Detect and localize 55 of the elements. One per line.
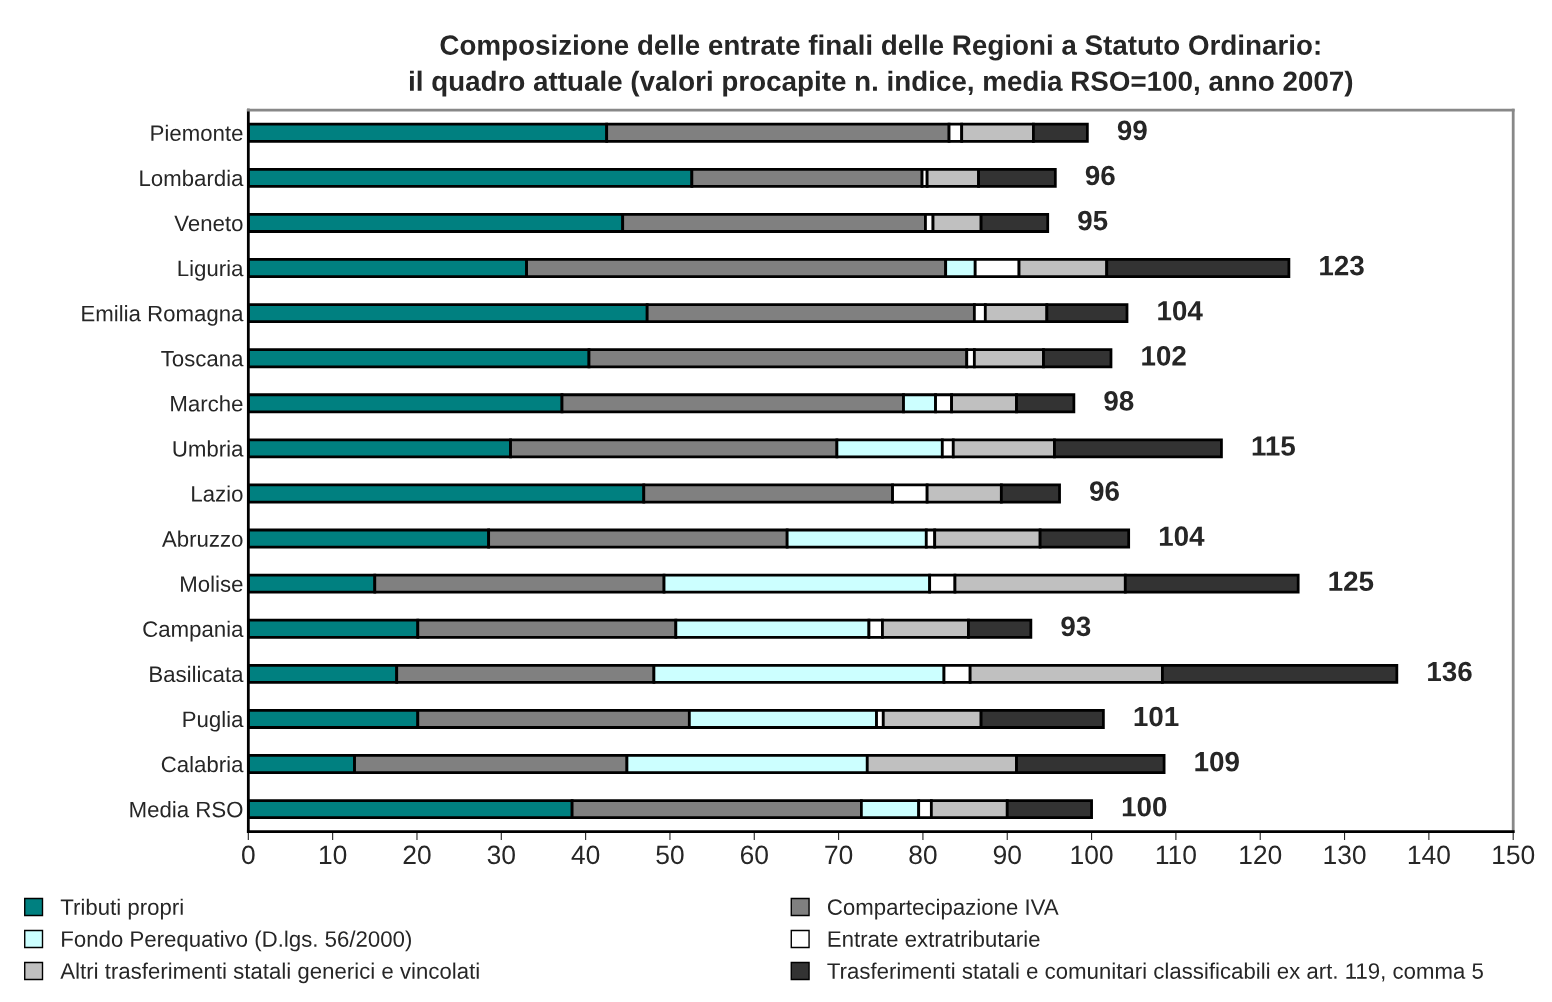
x-tick-label: 60 (740, 845, 768, 865)
legend-label: Fondo Perequativo (D.lgs. 56/2000) (62, 930, 411, 952)
y-tick-label: Campania (143, 620, 244, 642)
y-tick-label: Molise (181, 575, 243, 592)
y-tick-label: Media RSO (130, 801, 243, 818)
x-tick-label: 120 (1240, 845, 1282, 865)
x-tick-label: 140 (1408, 845, 1450, 865)
y-tick-label: Lazio (192, 485, 243, 502)
x-tick-label: 100 (1071, 845, 1113, 865)
legend-label: Trasferimenti statali e comunitari classificabili ex art. 119, comma 5 (827, 962, 1483, 982)
legend-label: Compartecipazione IVA (827, 898, 1059, 920)
total-label: 101 (1134, 706, 1179, 727)
total-label: 96 (1090, 481, 1119, 501)
x-tick-label: 110 (1156, 845, 1196, 865)
total-label: 125 (1329, 571, 1374, 592)
x-tick-label: 50 (656, 845, 684, 865)
total-label: 123 (1320, 255, 1364, 276)
x-tick-label: 20 (403, 845, 431, 865)
y-tick-label: Marche (171, 395, 243, 412)
total-label: 96 (1085, 165, 1115, 186)
y-tick-label: Piemonte (151, 124, 243, 142)
x-tick-label: 70 (825, 845, 853, 865)
y-tick-label: Toscana (161, 350, 244, 367)
x-tick-label: 90 (993, 845, 1021, 865)
x-tick-label: 30 (487, 845, 515, 865)
x-tick-label: 0 (242, 845, 255, 865)
y-tick-label: Basilicata (150, 665, 244, 683)
x-tick-label: 40 (571, 845, 600, 865)
total-label: 95 (1078, 210, 1108, 231)
total-label: 99 (1117, 120, 1147, 141)
y-tick-label: Umbria (173, 440, 244, 457)
total-label: 109 (1195, 751, 1239, 772)
legend-label: Altri trasferimenti statali generici e vincolati (60, 962, 479, 984)
chart-title: Composizione delle entrate finali delle Regioni a Statuto Ordinario: il quadro attuale (valori procapite n. indice, media RSO=100, anno 2007) (409, 34, 1353, 97)
x-tick-label: 10 (319, 845, 347, 865)
total-label: 136 (1428, 661, 1472, 682)
y-tick-label: Puglia (183, 710, 244, 732)
legend-label: Entrate extratributarie (828, 930, 1040, 947)
y-tick-label: Veneto (174, 215, 243, 232)
y-tick-label: Lombardia (140, 169, 244, 187)
y-tick-label: Abruzzo (161, 530, 243, 547)
total-label: 100 (1122, 796, 1167, 817)
total-label: 93 (1061, 616, 1091, 637)
y-tick-label: Liguria (178, 259, 244, 281)
total-label: 102 (1142, 346, 1186, 366)
total-label: 104 (1158, 300, 1203, 321)
legend-label: Tributi propri (60, 898, 183, 920)
total-label: 104 (1159, 526, 1205, 547)
x-tick-label: 80 (909, 845, 937, 865)
x-tick-label: 130 (1324, 845, 1366, 865)
y-tick-label: Calabria (161, 755, 244, 773)
y-tick-label: Emilia Romagna (82, 305, 244, 326)
total-label: 98 (1104, 391, 1134, 411)
x-tick-label: 150 (1493, 845, 1535, 865)
total-label: 115 (1252, 436, 1295, 456)
